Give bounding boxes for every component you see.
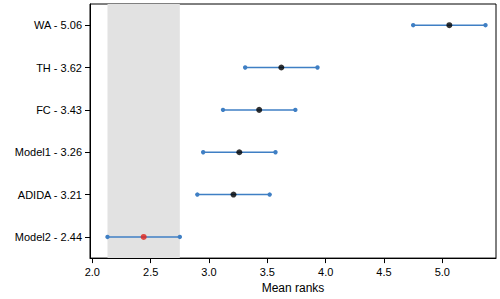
svg-text:Model2 - 2.44: Model2 - 2.44	[15, 231, 82, 243]
svg-text:2.0: 2.0	[85, 266, 100, 278]
svg-text:Model1 - 3.26: Model1 - 3.26	[15, 146, 82, 158]
svg-text:ADIDA - 3.21: ADIDA - 3.21	[18, 189, 82, 201]
svg-text:4.5: 4.5	[376, 266, 391, 278]
svg-text:FC - 3.43: FC - 3.43	[36, 104, 82, 116]
svg-text:Mean ranks: Mean ranks	[262, 281, 325, 295]
svg-text:WA - 5.06: WA - 5.06	[34, 19, 82, 31]
svg-text:TH - 3.62: TH - 3.62	[36, 62, 82, 74]
svg-text:5.0: 5.0	[435, 266, 450, 278]
svg-text:2.5: 2.5	[143, 266, 158, 278]
svg-text:3.0: 3.0	[201, 266, 216, 278]
svg-text:4.0: 4.0	[318, 266, 333, 278]
svg-text:3.5: 3.5	[260, 266, 275, 278]
